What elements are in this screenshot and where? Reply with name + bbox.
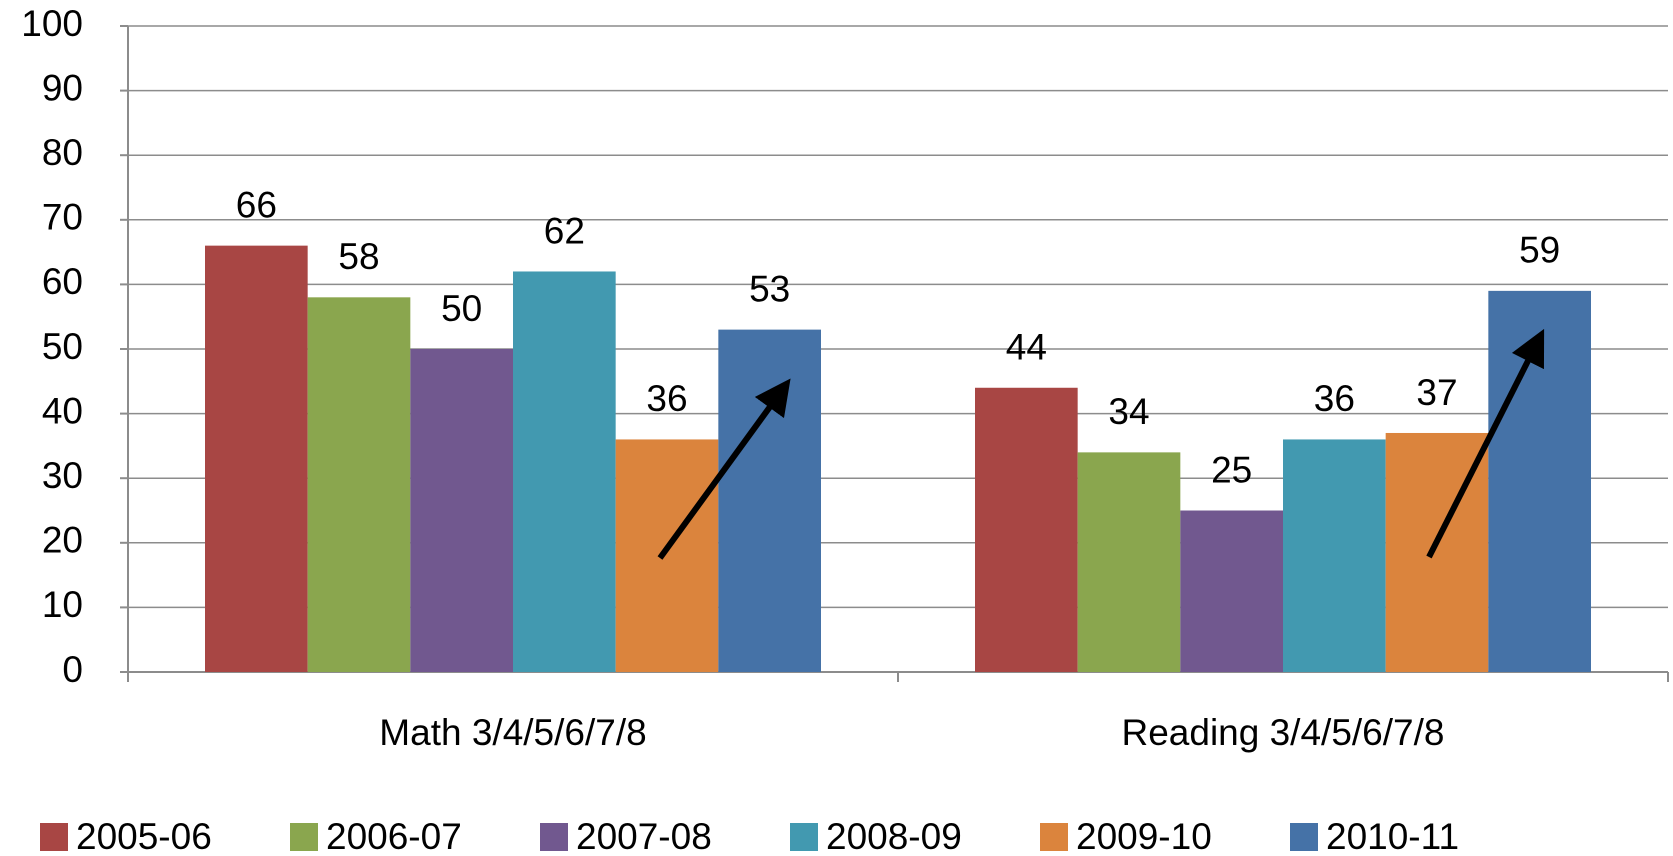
legend-label: 2010-11 (1326, 816, 1459, 856)
data-label: 53 (749, 268, 790, 309)
y-tick-label: 10 (42, 584, 83, 625)
legend-label: 2008-09 (826, 816, 962, 856)
bar (410, 349, 513, 672)
data-label: 62 (544, 210, 585, 251)
bar (513, 271, 616, 672)
data-label: 36 (1314, 378, 1355, 419)
data-label: 37 (1416, 372, 1457, 413)
bar (975, 387, 1078, 672)
legend-label: 2007-08 (576, 816, 712, 856)
y-tick-label: 0 (62, 649, 83, 690)
data-label: 59 (1519, 230, 1560, 271)
bar (718, 329, 821, 672)
y-tick-label: 100 (21, 3, 83, 44)
legend-label: 2009-10 (1076, 816, 1212, 856)
legend-swatch (540, 823, 568, 851)
bar (1488, 290, 1591, 672)
y-tick-label: 20 (42, 520, 83, 561)
arrow (1426, 328, 1545, 559)
data-label: 36 (646, 378, 687, 419)
bar (1077, 452, 1181, 672)
arrow (657, 378, 791, 560)
legend-label: 2006-07 (326, 816, 462, 856)
y-tick-label: 80 (42, 132, 83, 173)
x-tick-label: Math 3/4/5/6/7/8 (379, 712, 646, 753)
y-tick-label: 90 (42, 67, 83, 108)
y-tick-label: 50 (42, 326, 83, 367)
legend-swatch (1290, 823, 1318, 851)
legend-swatch (40, 823, 68, 851)
x-tick-label: Reading 3/4/5/6/7/8 (1122, 712, 1445, 753)
y-tick-label: 70 (42, 197, 83, 238)
y-tick-label: 40 (42, 390, 83, 431)
legend-swatch (1040, 823, 1068, 851)
data-label: 58 (338, 236, 379, 277)
data-label: 50 (441, 288, 482, 329)
data-label: 66 (236, 184, 277, 225)
legend-swatch (290, 823, 318, 851)
bar (615, 439, 719, 672)
bar (205, 245, 308, 672)
data-label: 25 (1211, 449, 1252, 490)
legend-label: 2005-06 (76, 816, 212, 856)
y-tick-label: 30 (42, 455, 83, 496)
bar (1283, 439, 1386, 672)
bar (307, 297, 411, 672)
y-tick-label: 60 (42, 261, 83, 302)
legend-swatch (790, 823, 818, 851)
bar (1180, 510, 1283, 672)
data-label: 44 (1006, 327, 1047, 368)
data-label: 34 (1108, 391, 1149, 432)
